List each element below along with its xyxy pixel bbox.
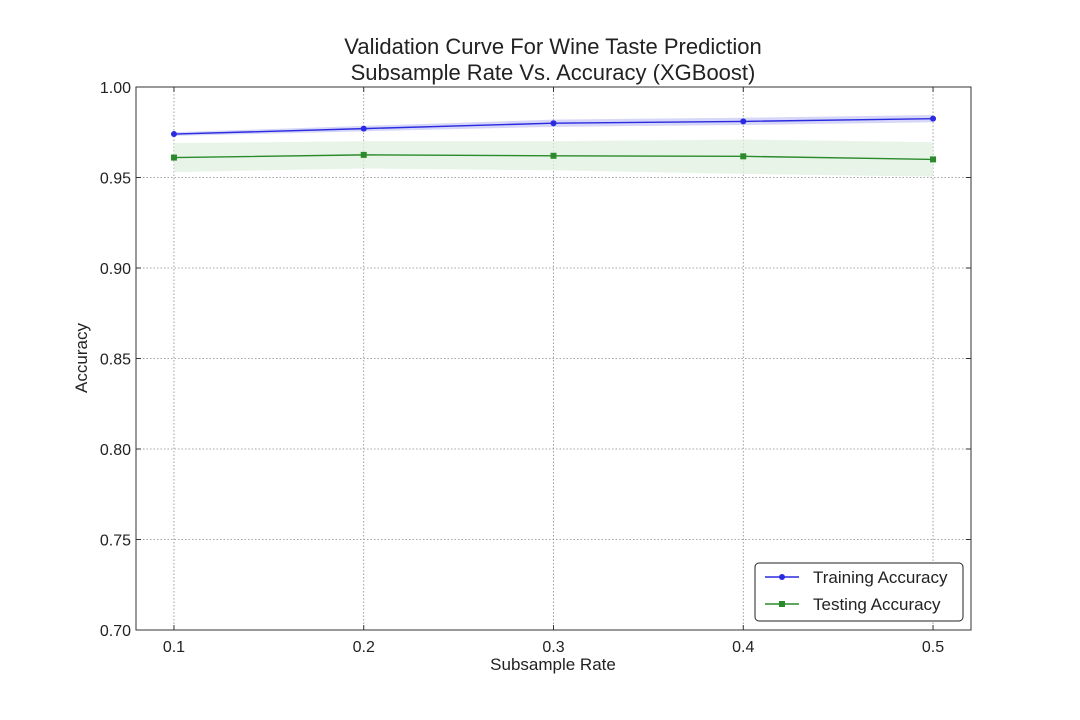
y-tick-label: 0.95 — [100, 171, 131, 188]
series-0-point — [360, 125, 367, 132]
series-0-point — [740, 118, 747, 125]
chart-title-line-1: Validation Curve For Wine Taste Predicti… — [344, 34, 761, 59]
y-tick-label: 0.90 — [100, 261, 131, 278]
legend-label: Training Accuracy — [813, 568, 948, 587]
x-tick-label: 0.1 — [163, 639, 185, 656]
y-axis-label: Accuracy — [72, 323, 91, 393]
series-1-point — [930, 156, 937, 163]
x-axis-label: Subsample Rate — [490, 655, 616, 674]
chart-title-line-2: Subsample Rate Vs. Accuracy (XGBoost) — [351, 60, 756, 85]
x-tick-label: 0.2 — [353, 639, 375, 656]
series-0-point — [930, 115, 937, 122]
x-tick-label: 0.3 — [542, 639, 564, 656]
y-tick-label: 1.00 — [100, 80, 131, 97]
y-tick-label: 0.85 — [100, 352, 131, 369]
y-tick-label: 0.75 — [100, 533, 131, 550]
series-1-point — [740, 153, 747, 160]
x-tick-label: 0.5 — [922, 639, 944, 656]
legend-box — [754, 562, 964, 622]
y-tick-label: 0.70 — [100, 623, 131, 640]
chart-title-group: Validation Curve For Wine Taste Predicti… — [344, 34, 761, 85]
series-1-point — [360, 151, 367, 158]
plot-area: 0.1 0.2 0.3 0.4 0.5 0.70 0.75 0.80 0.85 0.90 0.95 1… — [100, 80, 972, 656]
series-1-point — [170, 154, 177, 161]
y-tick-label: 0.80 — [100, 442, 131, 459]
series-1-point — [550, 152, 557, 159]
legend-label: Testing Accuracy — [813, 595, 941, 614]
x-tick-label: 0.4 — [732, 639, 754, 656]
series-0-point — [550, 120, 557, 127]
legend-marker — [779, 601, 785, 607]
legend: Training Accuracy Testing Accuracy — [754, 562, 964, 622]
series-0-point — [170, 131, 177, 138]
legend-marker — [779, 574, 785, 580]
